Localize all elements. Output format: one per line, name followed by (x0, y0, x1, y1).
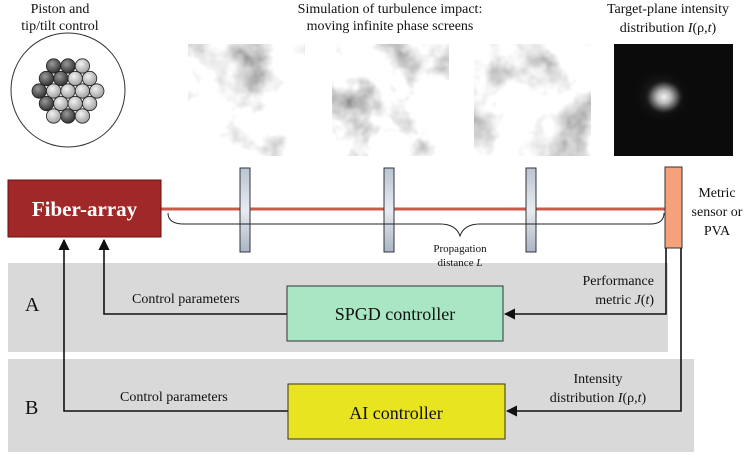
panel-a-control-parameters-label: Control parameters (132, 292, 240, 307)
fiber-element (45, 108, 62, 124)
fiber-element (67, 95, 83, 112)
fiber-element (60, 108, 76, 124)
fiber-element (89, 83, 105, 99)
metric-sensor-label-line3: PVA (704, 224, 731, 239)
fiber-element (38, 95, 55, 112)
phase-screen-image-3 (474, 44, 591, 156)
intensity-label-line1: Intensity (574, 372, 623, 387)
fiber-element (53, 70, 69, 87)
panel-a-letter: A (25, 294, 40, 316)
turbulence-caption-line1: Simulation of turbulence impact: (298, 2, 483, 17)
phase-screen-image-2 (332, 44, 449, 156)
wire-panel-a-feedback (503, 248, 667, 320)
fiber-element (60, 83, 76, 99)
phase-plate-2 (383, 167, 395, 253)
performance-metric-label-line1: Performance (582, 274, 654, 289)
metric-sensor-box (664, 166, 683, 249)
target-caption-line2: distribution I(ρ,t) (620, 21, 717, 36)
wire-panel-a-control (98, 238, 287, 315)
fiber-array-label: Fiber-array (32, 197, 138, 221)
fiber-element (45, 83, 62, 99)
propagation-brace (167, 212, 665, 238)
phase-plate-1 (239, 167, 251, 253)
spgd-controller-box (286, 285, 504, 342)
target-plane-intensity-image (614, 44, 733, 156)
fiber-element (60, 58, 76, 74)
phase-screen-image-1 (188, 44, 305, 156)
fiber-element (67, 70, 83, 87)
metric-sensor-label-line1: Metric (698, 186, 735, 201)
fiber-element (38, 70, 55, 87)
fiber-element (82, 95, 98, 112)
panel-b-control-parameters-label: Control parameters (120, 390, 228, 405)
piston-caption-line1: Piston and (31, 2, 90, 17)
fiber-element (74, 58, 91, 74)
metric-sensor-label-line2: sensor or (692, 205, 743, 220)
turbulence-caption-line2: moving infinite phase screens (307, 19, 474, 34)
fiber-element (31, 83, 47, 99)
ai-controller-box (287, 383, 506, 440)
fiber-element (82, 70, 98, 87)
phase-plate-3 (525, 167, 537, 253)
wire-panel-b-control (58, 238, 288, 412)
fiber-element (45, 58, 62, 74)
wire-panel-b-feedback (505, 248, 682, 417)
propagation-label-line2: distance L (438, 257, 483, 269)
piston-caption-line2: tip/tilt control (21, 19, 98, 34)
fiber-element (74, 108, 91, 124)
fiber-bundle-icon (10, 32, 126, 148)
target-caption-line1: Target-plane intensity (607, 2, 729, 17)
fiber-array-box (7, 179, 162, 238)
performance-metric-label-line2: metric J(t) (595, 293, 654, 308)
ai-controller-label: AI controller (349, 403, 442, 423)
fiber-element (74, 83, 91, 99)
propagation-label-line1: Propagation (433, 243, 487, 255)
intensity-label-line2: distribution I(ρ,t) (550, 391, 647, 406)
panel-b-letter: B (25, 397, 38, 419)
spgd-controller-label: SPGD controller (335, 304, 456, 324)
fiber-element (53, 95, 69, 112)
